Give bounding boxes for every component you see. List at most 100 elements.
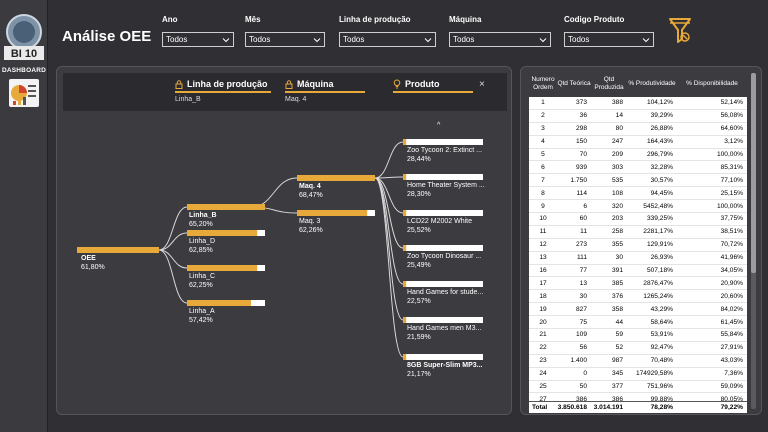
level-linha[interactable]: Linha de produção Linha_B bbox=[175, 79, 271, 103]
chevron-down-icon bbox=[642, 37, 650, 42]
table-row[interactable]: 20 75 44 58,64% 61,45% bbox=[529, 316, 747, 330]
header-qtd-produzida[interactable]: Qtd Produzida bbox=[594, 76, 624, 91]
cell-qtd-produzida: 108 bbox=[611, 189, 623, 197]
table-body: 1 373 388 104,12% 52,14% 2 36 14 39,29% 56,08% 3 29… bbox=[529, 97, 747, 407]
table-row[interactable]: 22 56 52 92,47% 27,91% bbox=[529, 342, 747, 355]
dashboard-icon[interactable] bbox=[9, 79, 39, 107]
filter-label: Linha de produção bbox=[339, 15, 411, 24]
cell-numero-ordem: 27 bbox=[539, 395, 547, 403]
filter-linha-dropdown[interactable]: Todos bbox=[339, 32, 436, 47]
level-value: Maq. 4 bbox=[285, 96, 307, 103]
node-line-bar[interactable] bbox=[187, 230, 258, 236]
node-product-bar[interactable] bbox=[403, 174, 407, 180]
filter-maquina-dropdown[interactable]: Todos bbox=[449, 32, 551, 47]
node-oee-bar[interactable] bbox=[77, 247, 159, 253]
node-product-pct: 25,52% bbox=[407, 227, 431, 234]
table-row[interactable]: 23 1.400 987 70,48% 43,03% bbox=[529, 355, 747, 368]
cell-produtividade: 339,25% bbox=[646, 215, 673, 223]
node-line-name: Linha_C bbox=[189, 273, 215, 280]
table-row[interactable]: 18 30 376 1265,24% 20,60% bbox=[529, 290, 747, 304]
node-machine-bar[interactable] bbox=[297, 175, 375, 181]
tree-link bbox=[158, 249, 188, 269]
node-product-bar[interactable] bbox=[403, 281, 407, 287]
table-row[interactable]: 9 6 320 5452,48% 100,00% bbox=[529, 200, 747, 214]
node-product-bar[interactable] bbox=[403, 139, 407, 145]
header-numero-ordem[interactable]: Numero Ordem bbox=[531, 76, 555, 91]
table-row[interactable]: 12 273 355 129,91% 70,72% bbox=[529, 239, 747, 252]
cell-disponibilidade: 55,84% bbox=[720, 331, 743, 339]
filter-ano-dropdown[interactable]: Todos bbox=[162, 32, 234, 47]
table-row[interactable]: 7 1.750 535 30,57% 77,10% bbox=[529, 174, 747, 188]
header-qtd-teorica[interactable]: Qtd Teórica bbox=[557, 80, 591, 87]
node-product-bar[interactable] bbox=[403, 317, 407, 323]
decomposition-tree-panel: Linha de produção Linha_B Máquina Maq. 4… bbox=[56, 66, 512, 415]
table-row[interactable]: 19 827 358 43,29% 84,02% bbox=[529, 303, 747, 317]
table-row[interactable]: 3 298 80 26,88% 64,60% bbox=[529, 123, 747, 136]
table-row[interactable]: 11 11 258 2281,17% 38,51% bbox=[529, 226, 747, 239]
node-line-bar[interactable] bbox=[187, 265, 258, 271]
table-row[interactable]: 5 70 209 296,79% 100,00% bbox=[529, 149, 747, 162]
header-disponibilidade[interactable]: % Disponibilidade bbox=[686, 80, 738, 87]
table-row[interactable]: 21 109 59 53,91% 55,84% bbox=[529, 329, 747, 342]
cell-produtividade: 30,57% bbox=[650, 176, 673, 184]
table-row[interactable]: 16 77 391 507,18% 34,05% bbox=[529, 265, 747, 278]
cell-qtd-produzida: 52 bbox=[615, 344, 623, 352]
cell-produtividade: 99,88% bbox=[650, 395, 673, 403]
cell-produtividade: 92,47% bbox=[650, 344, 673, 352]
filter-mes-dropdown[interactable]: Todos bbox=[245, 32, 325, 47]
node-line-name: Linha_B bbox=[189, 212, 217, 219]
cell-produtividade: 129,91% bbox=[646, 241, 673, 249]
cell-disponibilidade: 37,75% bbox=[720, 215, 743, 223]
cell-qtd-teorica: 114 bbox=[576, 189, 587, 197]
filter-value: Todos bbox=[166, 35, 188, 44]
node-machine-bar[interactable] bbox=[297, 210, 368, 216]
filter-ano: Ano Todos bbox=[162, 15, 234, 47]
scrollbar-thumb[interactable] bbox=[751, 73, 756, 273]
cell-numero-ordem: 7 bbox=[541, 176, 545, 184]
table-row[interactable]: 24 0 345 174929,58% 7,36% bbox=[529, 368, 747, 381]
svg-text:BI 10: BI 10 bbox=[11, 48, 37, 60]
table-row[interactable]: 10 60 203 339,25% 37,75% bbox=[529, 213, 747, 226]
table-row[interactable]: 1 373 388 104,12% 52,14% bbox=[529, 97, 747, 110]
node-product-name: Zoo Tycoon Dinosaur ... bbox=[407, 253, 481, 260]
cell-produtividade: 507,18% bbox=[646, 267, 673, 275]
table-row[interactable]: 8 114 108 94,45% 25,15% bbox=[529, 187, 747, 201]
node-line-bar[interactable] bbox=[187, 300, 251, 306]
node-product-bar[interactable] bbox=[403, 245, 407, 251]
close-icon[interactable]: × bbox=[479, 79, 485, 90]
node-machine-pct: 62,26% bbox=[299, 227, 323, 234]
cell-produtividade: 43,29% bbox=[650, 305, 673, 313]
node-product-bar[interactable] bbox=[403, 210, 407, 216]
table-row[interactable]: 4 150 247 164,43% 3,12% bbox=[529, 136, 747, 149]
level-produto[interactable]: Produto bbox=[393, 79, 473, 93]
cell-qtd-produzida: 386 bbox=[611, 395, 623, 403]
clear-filters-funnel-icon[interactable] bbox=[668, 17, 692, 45]
total-label: Total bbox=[532, 404, 548, 411]
table-row[interactable]: 6 939 303 32,28% 85,31% bbox=[529, 161, 747, 175]
cell-produtividade: 2281,17% bbox=[643, 228, 673, 236]
node-product-pct: 22,57% bbox=[407, 298, 431, 305]
table-row[interactable]: 2 36 14 39,29% 56,08% bbox=[529, 110, 747, 123]
table-row[interactable]: 17 13 385 2876,47% 20,90% bbox=[529, 277, 747, 291]
node-line-name: Linha_A bbox=[189, 308, 215, 315]
table-scrollbar[interactable] bbox=[751, 73, 756, 409]
cell-qtd-teorica: 150 bbox=[575, 138, 587, 146]
node-line-pct: 62,85% bbox=[189, 247, 213, 254]
table-row[interactable]: 13 111 30 26,93% 41,96% bbox=[529, 252, 747, 265]
node-line-pct: 57,42% bbox=[189, 317, 213, 324]
node-product-bar[interactable] bbox=[403, 354, 407, 360]
node-line-bar[interactable] bbox=[187, 204, 265, 210]
filter-label: Ano bbox=[162, 15, 178, 24]
header-produtividade[interactable]: % Produtividade bbox=[628, 80, 676, 87]
scroll-up-icon[interactable]: ^ bbox=[437, 122, 441, 129]
filter-value: Todos bbox=[453, 35, 475, 44]
filter-codigo-produto: Codigo Produto Todos bbox=[564, 15, 654, 47]
cell-produtividade: 751,96% bbox=[646, 383, 673, 391]
table-row[interactable]: 25 50 377 751,96% 59,09% bbox=[529, 381, 747, 394]
node-product-bar-track bbox=[403, 354, 483, 360]
filter-codigo-dropdown[interactable]: Todos bbox=[564, 32, 654, 47]
cell-qtd-produzida: 345 bbox=[611, 370, 623, 378]
level-maquina[interactable]: Máquina Maq. 4 bbox=[285, 79, 365, 103]
node-product-pct: 21,59% bbox=[407, 334, 431, 341]
tree-link bbox=[374, 177, 404, 249]
